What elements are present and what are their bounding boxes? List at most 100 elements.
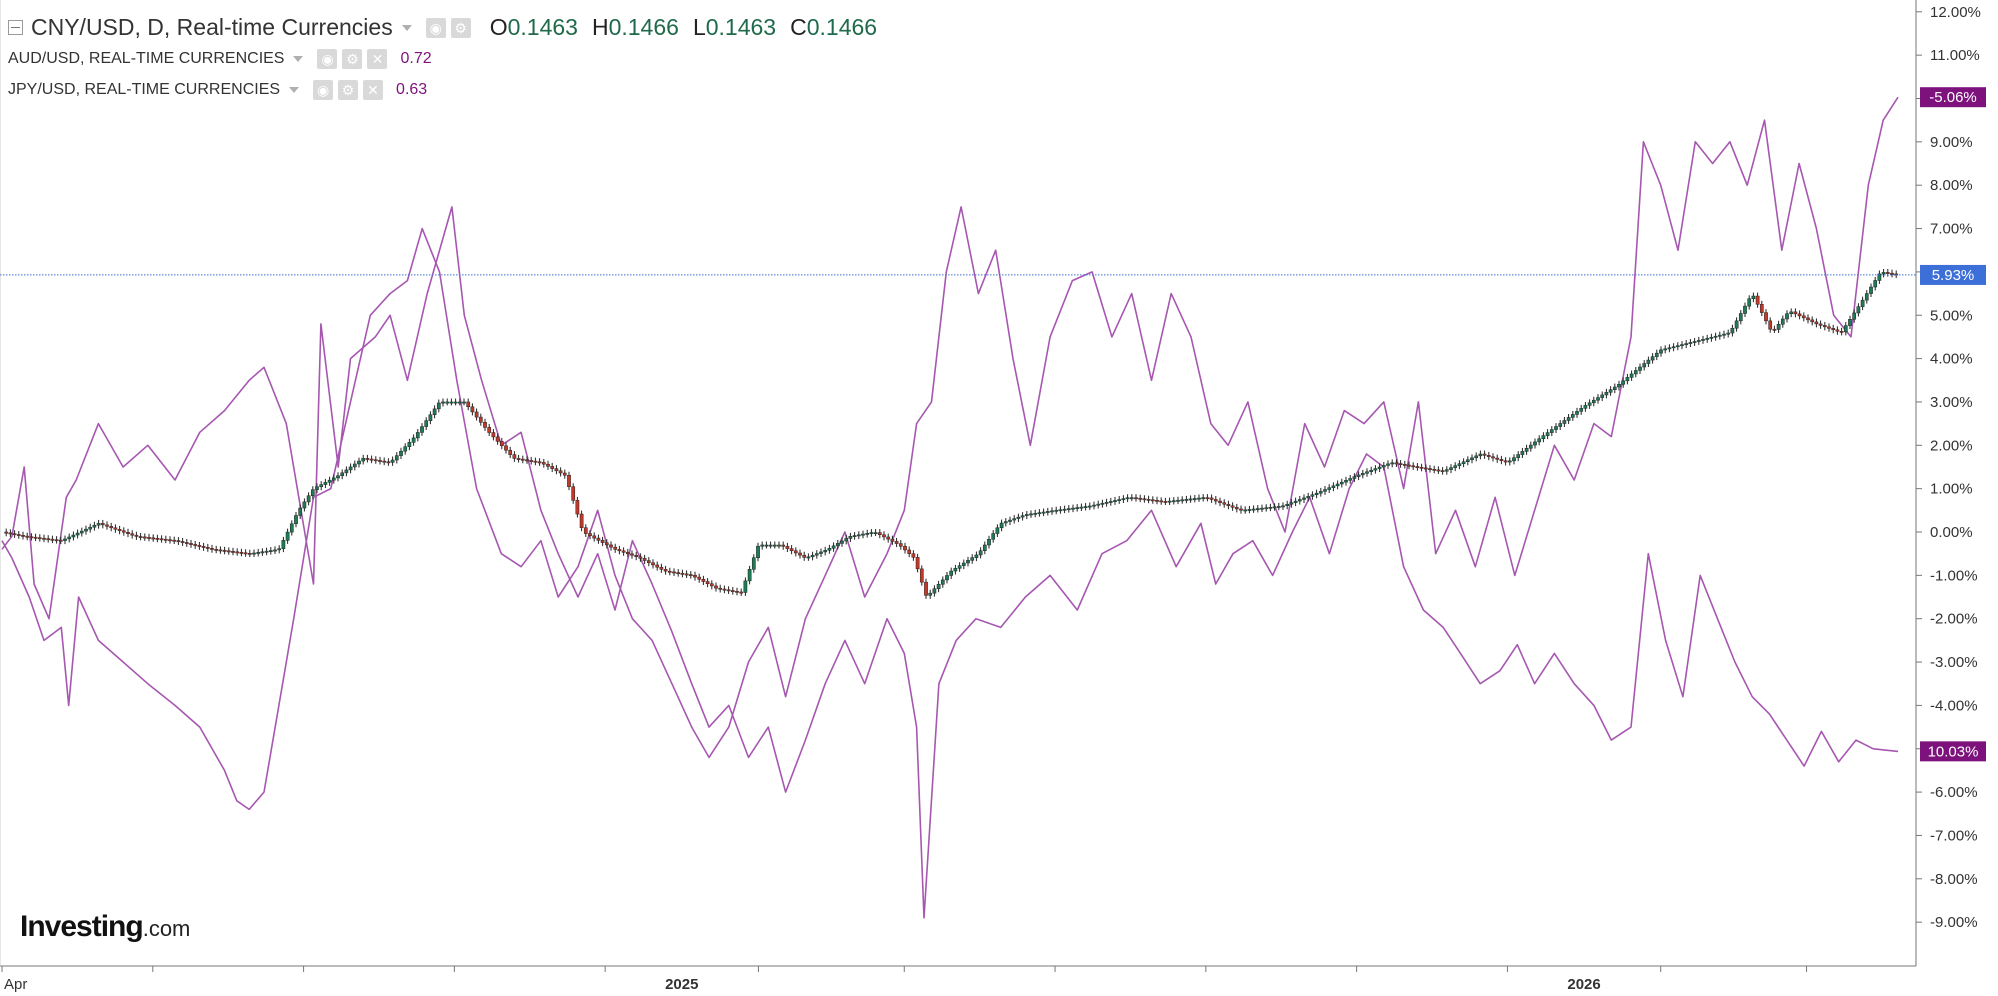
gear-icon[interactable]: ⚙ bbox=[450, 17, 471, 38]
candle-body bbox=[1491, 456, 1495, 459]
candle-body bbox=[508, 449, 513, 455]
candle-body bbox=[848, 535, 853, 539]
candle-body bbox=[1814, 321, 1819, 325]
dropdown-icon[interactable] bbox=[289, 87, 300, 93]
candle-body bbox=[554, 468, 559, 472]
candle-body bbox=[1310, 494, 1315, 497]
candle-body bbox=[898, 543, 903, 547]
main-symbol-label[interactable]: CNY/USD, D, Real-time Currencies bbox=[31, 14, 393, 40]
candle-body bbox=[722, 588, 727, 591]
candle-body bbox=[1142, 498, 1147, 501]
close-icon[interactable]: ✕ bbox=[367, 49, 388, 69]
candle-body bbox=[642, 558, 647, 561]
candle-body bbox=[1066, 508, 1071, 511]
gear-icon[interactable]: ⚙ bbox=[342, 49, 363, 69]
candle-body bbox=[252, 552, 256, 555]
candle-body bbox=[978, 550, 983, 556]
candle-body bbox=[1062, 508, 1067, 511]
candle-body bbox=[772, 544, 777, 547]
candle-body bbox=[1289, 502, 1294, 505]
candle-body bbox=[798, 552, 802, 556]
candle-body bbox=[537, 461, 542, 464]
candle-body bbox=[600, 540, 605, 543]
candle-body bbox=[29, 536, 34, 539]
candle-body bbox=[1218, 500, 1222, 503]
candle-body bbox=[1419, 466, 1424, 469]
candle-body bbox=[96, 523, 101, 526]
candle-body bbox=[1667, 347, 1672, 350]
candle-body bbox=[16, 534, 21, 536]
candle-body bbox=[1675, 345, 1680, 348]
candle-body bbox=[743, 580, 748, 593]
candle-body bbox=[756, 545, 760, 558]
candle-body bbox=[100, 523, 105, 526]
candle-body bbox=[294, 515, 298, 525]
candle-body bbox=[1264, 507, 1269, 510]
eye-icon[interactable]: ◉ bbox=[313, 80, 334, 100]
y-tick-label: 8.00% bbox=[1930, 177, 1973, 194]
candle-body bbox=[1407, 464, 1411, 467]
overlay-jpy-label[interactable]: JPY/USD, REAL-TIME CURRENCIES bbox=[8, 81, 281, 98]
candle-body bbox=[159, 538, 164, 541]
candle-body bbox=[877, 532, 882, 535]
candle-body bbox=[861, 533, 865, 536]
candle-body bbox=[1587, 402, 1592, 406]
candle-body bbox=[331, 477, 336, 481]
candle-body bbox=[781, 544, 786, 547]
candle-body bbox=[1125, 497, 1130, 500]
dropdown-icon[interactable] bbox=[401, 24, 412, 31]
candle-body bbox=[1318, 491, 1323, 494]
candle-body bbox=[1541, 435, 1546, 440]
candle-body bbox=[1810, 319, 1815, 323]
overlay-aud-label[interactable]: AUD/USD, REAL-TIME CURRENCIES bbox=[8, 50, 285, 67]
candle-body bbox=[1759, 304, 1764, 313]
candle-body bbox=[1663, 348, 1668, 351]
candle-body bbox=[1167, 500, 1172, 503]
candle-body bbox=[1516, 454, 1521, 458]
collapse-icon[interactable] bbox=[8, 20, 23, 35]
x-axis: Apr 2025 2026 bbox=[1, 966, 1808, 993]
value-badge-label: 10.03% bbox=[1928, 743, 1979, 760]
candle-body bbox=[197, 545, 202, 547]
candle-body bbox=[474, 411, 479, 418]
candle-body bbox=[12, 533, 17, 536]
candle-body bbox=[1352, 476, 1357, 479]
candle-body bbox=[1646, 359, 1651, 364]
candle-body bbox=[130, 533, 135, 536]
candle-body bbox=[327, 479, 332, 483]
eye-icon[interactable]: ◉ bbox=[317, 49, 338, 69]
candle-body bbox=[646, 560, 651, 564]
candle-body bbox=[1579, 408, 1584, 412]
gear-icon[interactable]: ⚙ bbox=[338, 80, 359, 100]
candle-body bbox=[588, 533, 592, 537]
candle-body bbox=[894, 541, 899, 544]
eye-icon[interactable]: ◉ bbox=[425, 17, 446, 38]
candle-body bbox=[147, 537, 151, 539]
series-line-aud-usd bbox=[1, 206, 1899, 919]
candle-body bbox=[1398, 463, 1403, 465]
candle-body bbox=[940, 579, 945, 585]
candle-body bbox=[630, 553, 634, 556]
candle-body bbox=[1134, 497, 1138, 500]
close-icon[interactable]: ✕ bbox=[363, 80, 384, 100]
candle-body bbox=[583, 527, 588, 534]
candle-body bbox=[718, 587, 723, 590]
investing-logo[interactable]: Investing.com bbox=[20, 910, 190, 944]
dropdown-icon[interactable] bbox=[293, 56, 304, 62]
candle-body bbox=[1444, 469, 1449, 472]
candle-body bbox=[504, 445, 508, 451]
candle-body bbox=[1499, 459, 1504, 461]
overlay-series bbox=[1, 96, 1899, 919]
candle-body bbox=[1524, 447, 1529, 452]
candle-body bbox=[1457, 463, 1462, 466]
candle-body bbox=[571, 486, 576, 501]
candle-body bbox=[1818, 323, 1823, 326]
candle-body bbox=[1016, 516, 1021, 519]
candle-body bbox=[991, 533, 996, 540]
candle-body bbox=[1192, 498, 1197, 500]
candle-body bbox=[348, 466, 353, 471]
candle-body bbox=[441, 401, 445, 404]
candle-body bbox=[1835, 329, 1840, 332]
candle-body bbox=[1671, 346, 1676, 349]
